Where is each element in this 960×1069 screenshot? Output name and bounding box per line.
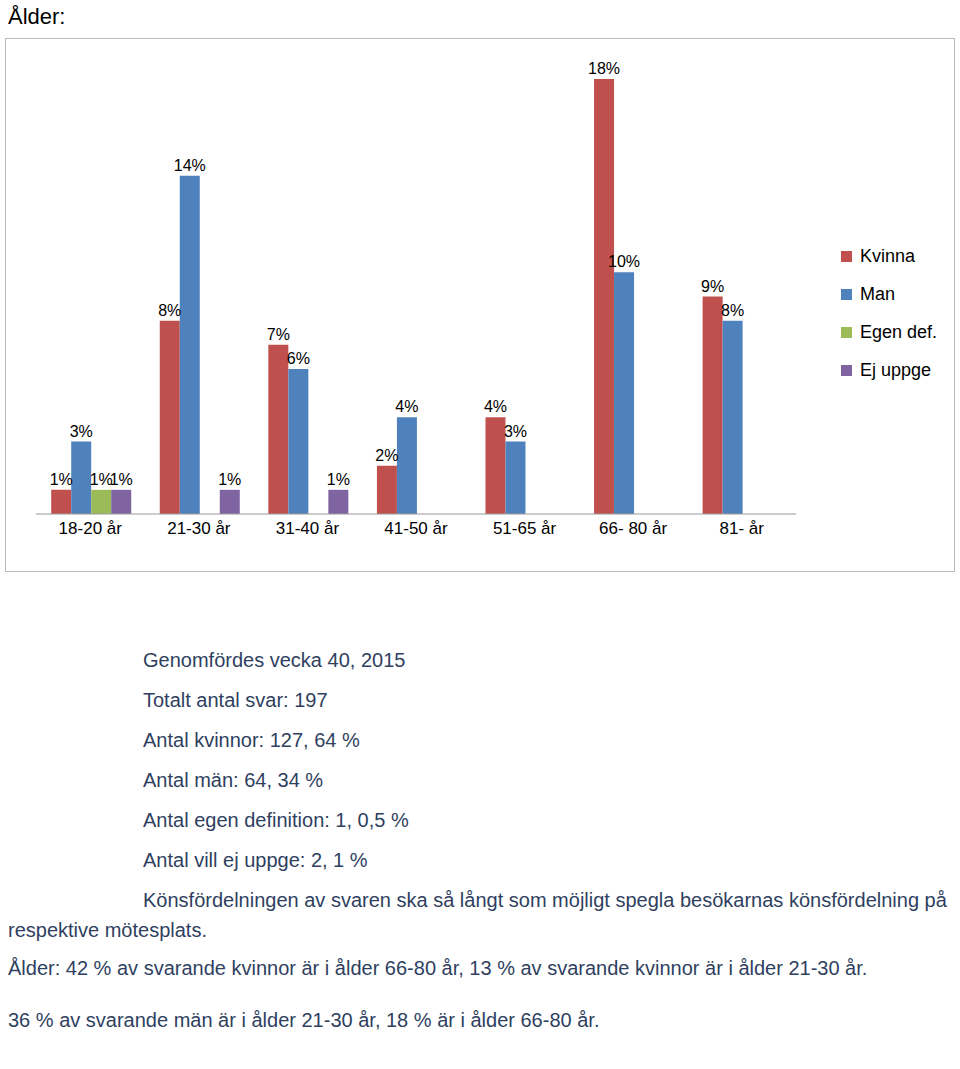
html-text:Ålder:: Ålder: (8, 4, 66, 29)
svg-text:1%: 1% (50, 471, 73, 488)
svg-text:31-40 år: 31-40 år (276, 519, 340, 538)
svg-text:18%: 18% (588, 60, 620, 77)
html-text:Man: Man (860, 283, 895, 304)
html-text:Egen def.: Egen def. (860, 321, 938, 342)
html-text:Antal egen definition: 1, 0,5: Antal egen definition: 1, 0,5 % (143, 809, 409, 831)
html-text:Kvinna: Kvinna (860, 245, 915, 266)
svg-text:8%: 8% (158, 302, 181, 319)
svg-text:51-65 år: 51-65 år (493, 519, 557, 538)
html-text:Könsfördelningen av svaren ska: Könsfördelningen av svaren ska så långt … (8, 889, 947, 941)
svg-text:8%: 8% (721, 302, 744, 319)
svg-text:14%: 14% (174, 157, 206, 174)
svg-text:4%: 4% (395, 398, 418, 415)
svg-text:66- 80 år: 66- 80 år (599, 519, 667, 538)
html-text:Antal vill ej uppge: 2, 1 %: Antal vill ej uppge: 2, 1 % (143, 849, 368, 871)
svg-text:6%: 6% (287, 350, 310, 367)
svg-text:21-30 år: 21-30 år (167, 519, 231, 538)
svg-text:9%: 9% (701, 278, 724, 295)
svg-text:3%: 3% (70, 423, 93, 440)
svg-text:10%: 10% (608, 253, 640, 270)
html-text:Ålder: 42 % av svarande kvinno: Ålder: 42 % av svarande kvinnor är i åld… (8, 957, 868, 979)
html-text:Genomfördes vecka 40, 2015: Genomfördes vecka 40, 2015 (143, 649, 406, 671)
svg-text:2%: 2% (375, 447, 398, 464)
svg-text:1%: 1% (89, 470, 113, 488)
svg-text:4%: 4% (484, 398, 507, 415)
svg-text:1%: 1% (110, 471, 133, 488)
svg-text:1%: 1% (218, 471, 241, 488)
svg-text:3%: 3% (504, 423, 527, 440)
html-text:Antal kvinnor: 127, 64 %: Antal kvinnor: 127, 64 % (143, 729, 360, 751)
html-text:Ej uppge: Ej uppge (860, 359, 932, 380)
html-text:36 % av svarande män är i ålde: 36 % av svarande män är i ålder 21-30 år… (8, 1009, 600, 1031)
svg-text:7%: 7% (267, 326, 290, 343)
svg-text:1%: 1% (327, 471, 350, 488)
html-text:Antal män: 64, 34 %: Antal män: 64, 34 % (143, 769, 324, 791)
html-text:Totalt antal svar: 197: Totalt antal svar: 197 (143, 689, 328, 711)
svg-text:41-50 år: 41-50 år (384, 519, 448, 538)
svg-text:18-20 år: 18-20 år (59, 519, 123, 538)
svg-text:81- år: 81- år (720, 519, 765, 538)
